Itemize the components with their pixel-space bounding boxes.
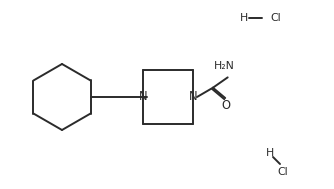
Text: N: N — [189, 91, 197, 104]
Text: N: N — [139, 91, 147, 104]
Text: Cl: Cl — [270, 13, 281, 23]
Text: H: H — [240, 13, 248, 23]
Text: H₂N: H₂N — [214, 61, 235, 71]
Text: H: H — [266, 148, 274, 158]
Text: Cl: Cl — [278, 167, 288, 177]
Text: O: O — [222, 99, 231, 112]
